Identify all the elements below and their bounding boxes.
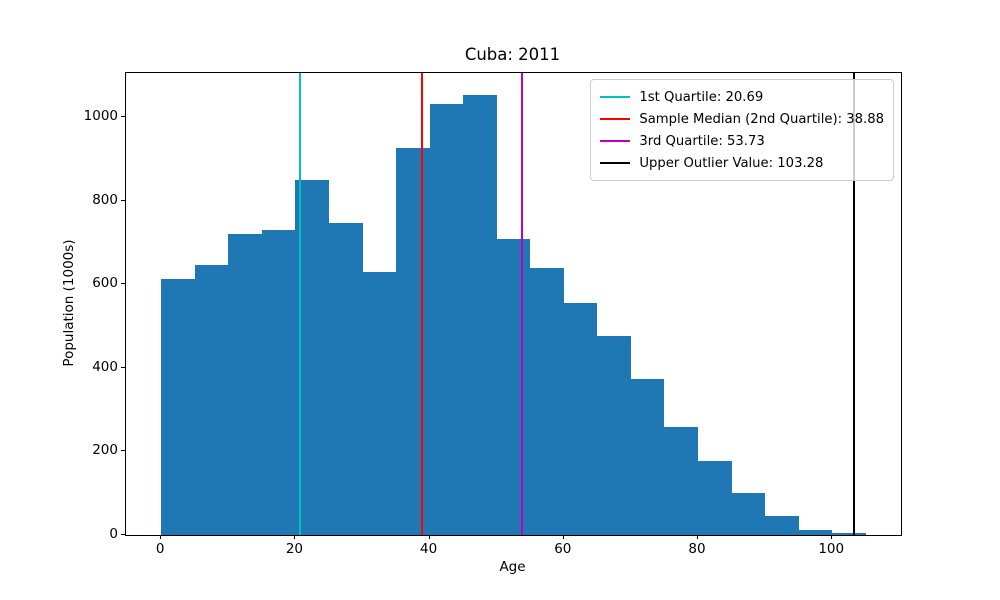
histogram-bar xyxy=(664,427,699,535)
legend-line-swatch xyxy=(600,96,631,98)
y-axis-label-text: Population (1000s) xyxy=(61,239,77,367)
y-axis-tick-label: 1000 xyxy=(83,108,118,125)
y-axis-tick-label: 0 xyxy=(109,526,118,542)
median-line xyxy=(421,73,423,535)
y-axis-tick-label: 600 xyxy=(92,275,118,292)
histogram-bar xyxy=(630,379,665,535)
histogram-bar xyxy=(798,529,833,535)
histogram-bar xyxy=(362,272,397,535)
plot-area: 1st Quartile: 20.69 Sample Median (2nd Qu… xyxy=(125,72,902,536)
quartile3-line xyxy=(521,73,523,535)
histogram-bar xyxy=(832,533,866,535)
legend-label: Sample Median (2nd Quartile): 38.88 xyxy=(639,111,884,127)
y-axis-tick xyxy=(121,450,125,452)
legend-label: 3rd Quartile: 53.73 xyxy=(639,133,765,149)
histogram-bar xyxy=(396,148,430,535)
legend-item: 3rd Quartile: 53.73 xyxy=(600,130,884,152)
y-axis-tick xyxy=(121,116,125,118)
legend-items: 1st Quartile: 20.69 Sample Median (2nd Qu… xyxy=(600,86,884,174)
histogram-bar xyxy=(161,278,195,535)
y-axis-tick-label: 200 xyxy=(92,442,118,459)
legend-label: 1st Quartile: 20.69 xyxy=(639,89,764,105)
x-axis-tick-label: 0 xyxy=(155,541,165,557)
y-axis-tick xyxy=(121,534,125,535)
legend-item: Upper Outlier Value: 103.28 xyxy=(600,152,884,174)
legend: 1st Quartile: 20.69 Sample Median (2nd Qu… xyxy=(590,79,894,181)
upper-outlier-line xyxy=(853,73,855,535)
x-axis-label: Age xyxy=(499,559,526,575)
x-axis-tick-label: 80 xyxy=(688,541,706,557)
x-axis-tick-label: 100 xyxy=(818,541,845,557)
histogram-bar xyxy=(496,239,531,535)
y-axis-tick xyxy=(121,283,125,285)
x-axis-tick-label: 40 xyxy=(420,541,438,557)
legend-item: 1st Quartile: 20.69 xyxy=(600,86,884,108)
chart-title: Cuba: 2011 xyxy=(464,45,561,64)
histogram-bar xyxy=(194,265,229,535)
legend-line-swatch xyxy=(600,118,631,120)
x-axis-tick xyxy=(562,535,564,539)
y-axis-tick-label: 400 xyxy=(92,358,118,375)
y-axis-tick xyxy=(121,199,125,201)
legend-line-swatch xyxy=(600,140,631,142)
histogram-bar xyxy=(463,95,497,535)
legend-label: Upper Outlier Value: 103.28 xyxy=(639,155,824,171)
histogram-bar xyxy=(530,268,564,535)
y-axis-tick xyxy=(121,366,125,368)
x-axis-tick xyxy=(160,535,162,539)
histogram-bar xyxy=(295,180,329,535)
x-axis-tick xyxy=(294,535,296,539)
histogram-bar xyxy=(328,222,363,535)
histogram-bar xyxy=(698,461,732,535)
histogram-bar xyxy=(731,493,766,535)
histogram-bar xyxy=(563,303,598,535)
histogram-bar xyxy=(429,104,464,535)
legend-line-swatch xyxy=(600,162,631,164)
histogram-bar xyxy=(261,230,296,535)
x-axis-tick xyxy=(428,535,430,539)
quartile1-line xyxy=(299,73,301,535)
legend-item: Sample Median (2nd Quartile): 38.88 xyxy=(600,108,884,130)
y-axis-tick-label: 800 xyxy=(92,191,118,208)
x-axis-tick xyxy=(697,535,699,539)
histogram-bar xyxy=(597,336,631,535)
x-axis-tick xyxy=(831,535,833,539)
x-axis-tick-label: 60 xyxy=(554,541,572,557)
x-axis-tick-label: 20 xyxy=(285,541,304,557)
histogram-bar xyxy=(765,516,799,535)
histogram-bar xyxy=(228,234,262,535)
